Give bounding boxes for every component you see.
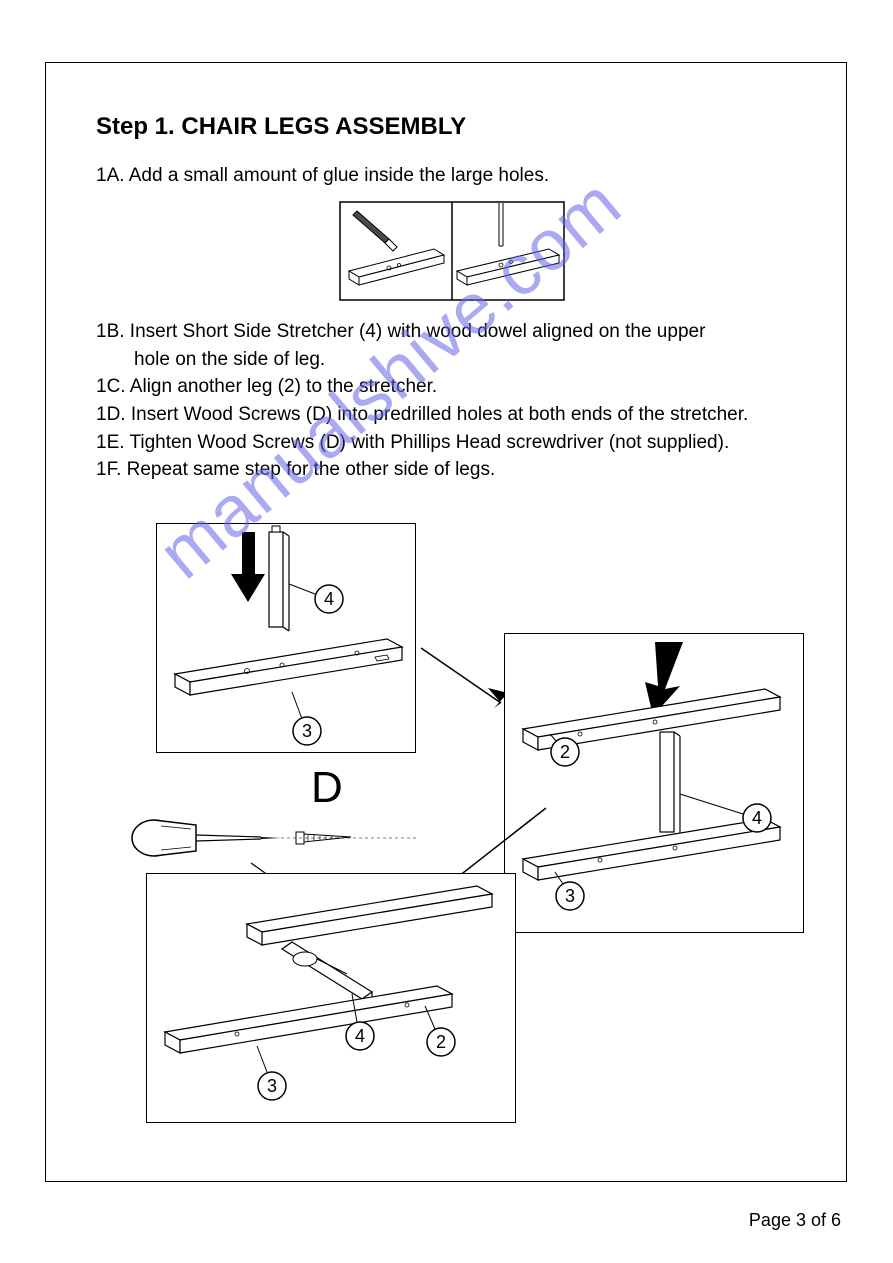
page-border: Step 1. CHAIR LEGS ASSEMBLY 1A. Add a sm…	[45, 62, 847, 1182]
instruction-1c: 1C. Align another leg (2) to the stretch…	[96, 374, 808, 400]
glue-diagram	[339, 201, 565, 301]
instruction-1a: 1A. Add a small amount of glue inside th…	[96, 165, 808, 187]
label-3-c: 3	[267, 1076, 277, 1096]
instruction-1b-line1: 1B. Insert Short Side Stretcher (4) with…	[96, 319, 808, 345]
label-3: 3	[302, 721, 312, 741]
instruction-list: 1B. Insert Short Side Stretcher (4) with…	[96, 319, 808, 483]
instruction-1f: 1F. Repeat same step for the other side …	[96, 457, 808, 483]
diagrams-area: 4 3	[96, 523, 808, 1163]
label-4-b: 4	[752, 808, 762, 828]
instruction-1b-line2: hole on the side of leg.	[96, 347, 808, 373]
page-footer: Page 3 of 6	[749, 1210, 841, 1231]
label-3-b: 3	[565, 886, 575, 906]
step-title: Step 1. CHAIR LEGS ASSEMBLY	[96, 113, 808, 141]
screw-label-d: D	[311, 763, 343, 813]
instruction-1d: 1D. Insert Wood Screws (D) into predrill…	[96, 402, 808, 428]
label-2-c: 2	[436, 1032, 446, 1052]
label-4: 4	[324, 589, 334, 609]
instruction-1e: 1E. Tighten Wood Screws (D) with Phillip…	[96, 430, 808, 456]
diagram-box-3: 4 2 3	[146, 873, 516, 1123]
label-4-c: 4	[355, 1026, 365, 1046]
diagram-box-1: 4 3	[156, 523, 416, 753]
label-2: 2	[560, 742, 570, 762]
